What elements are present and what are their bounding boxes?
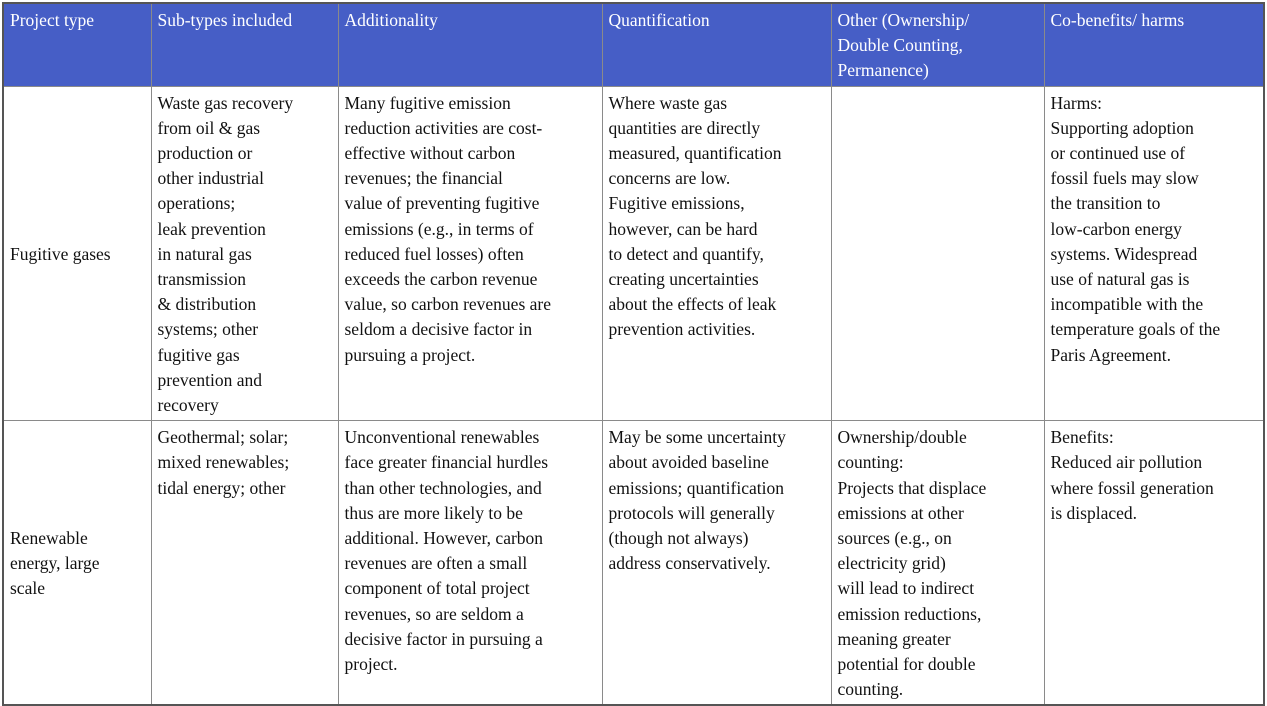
cell-co-benefits: Harms: Supporting adoption or continued … xyxy=(1043,85,1265,422)
header-quantification: Quantification xyxy=(601,2,832,87)
cell-quantification: Where waste gas quantities are directly … xyxy=(601,85,832,422)
cell-sub-types: Waste gas recovery from oil & gas produc… xyxy=(150,85,339,422)
header-project-type: Project type xyxy=(2,2,152,87)
cell-project-type: Renewable energy, large scale xyxy=(2,420,152,706)
header-row: Project type Sub-types included Addition… xyxy=(2,2,1265,87)
header-sub-types: Sub-types included xyxy=(150,2,339,87)
cell-additionality: Unconventional renewables face greater f… xyxy=(337,420,603,706)
table-row: Fugitive gases Waste gas recovery from o… xyxy=(2,85,1265,422)
cell-quantification: May be some uncertainty about avoided ba… xyxy=(601,420,832,706)
header-additionality: Additionality xyxy=(337,2,603,87)
cell-sub-types: Geothermal; solar; mixed renewables; tid… xyxy=(150,420,339,706)
table-row: Renewable energy, large scale Geothermal… xyxy=(2,420,1265,706)
cell-co-benefits: Benefits: Reduced air pollution where fo… xyxy=(1043,420,1265,706)
cell-additionality: Many fugitive emission reduction activit… xyxy=(337,85,603,422)
header-co-benefits: Co-benefits/ harms xyxy=(1043,2,1265,87)
cell-other: Ownership/double counting: Projects that… xyxy=(830,420,1045,706)
cell-other xyxy=(830,85,1045,422)
cell-project-type: Fugitive gases xyxy=(2,85,152,422)
header-other: Other (Ownership/ Double Counting, Perma… xyxy=(830,2,1045,87)
